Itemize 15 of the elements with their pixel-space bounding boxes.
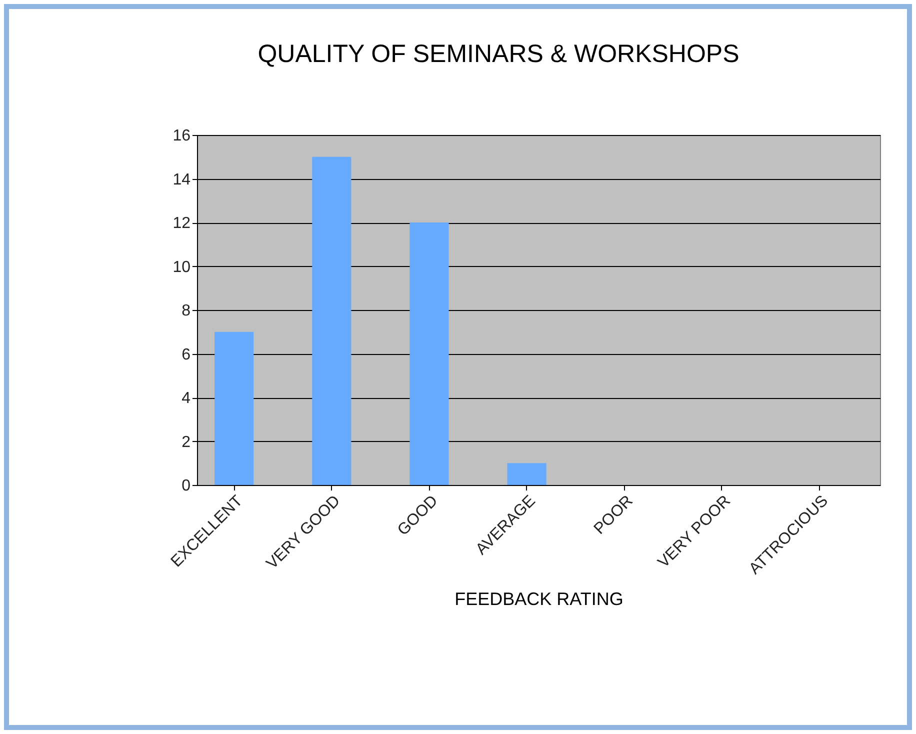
x-axis-title: FEEDBACK RATING <box>454 589 624 610</box>
y-tick-label: 10 <box>172 258 191 276</box>
bar <box>214 332 254 485</box>
y-tick-label: 4 <box>182 390 191 407</box>
bar <box>410 222 449 485</box>
y-tick-label: 8 <box>182 302 191 320</box>
y-tick-label: 0 <box>182 478 191 494</box>
y-tick-label: 14 <box>172 171 191 188</box>
y-tick-label: 16 <box>172 128 191 144</box>
y-tick-label: 2 <box>182 434 191 451</box>
bar <box>507 463 546 485</box>
chart-title: QUALITY OF SEMINARS & WORKSHOPS <box>258 40 740 68</box>
bar <box>312 156 352 485</box>
y-tick-label: 12 <box>172 215 191 232</box>
y-tick-label: 6 <box>182 346 191 364</box>
